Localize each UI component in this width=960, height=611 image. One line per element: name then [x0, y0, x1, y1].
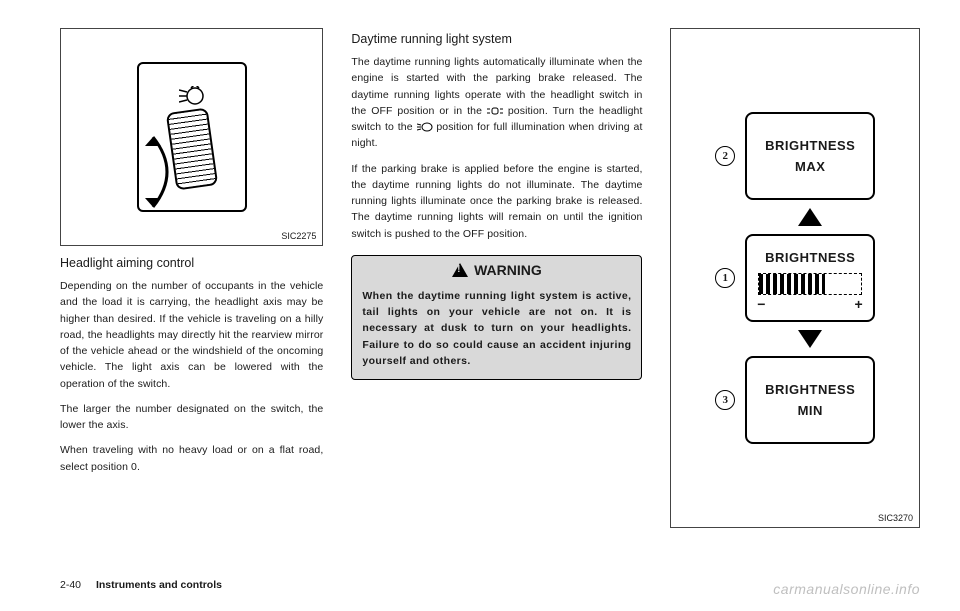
col2-para-1: The daytime running lights automatically… [351, 54, 642, 152]
brightness-gauge-display: BRIGHTNESS − + [745, 234, 875, 322]
col1-para-1: Depending on the number of occupants in … [60, 278, 323, 392]
brightness-label-3: BRIGHTNESS [765, 382, 855, 397]
plus-icon: + [855, 296, 864, 312]
column-3: 2 BRIGHTNESS MAX 1 BRIGHTNESS − + [670, 28, 920, 548]
headlight-switch-figure: SIC2275 [60, 28, 323, 246]
callout-2: 2 [715, 146, 735, 166]
callout-1: 1 [715, 268, 735, 288]
min-label: MIN [798, 403, 823, 418]
page-content: SIC2275 Headlight aiming control Dependi… [60, 28, 920, 548]
brightness-figure: 2 BRIGHTNESS MAX 1 BRIGHTNESS − + [670, 28, 920, 528]
brightness-label-2: BRIGHTNESS [765, 250, 855, 265]
brightness-min-display: BRIGHTNESS MIN [745, 356, 875, 444]
brightness-max-display: BRIGHTNESS MAX [745, 112, 875, 200]
warning-body: When the daytime running light system is… [352, 282, 641, 379]
arrow-up-wrap [768, 208, 822, 226]
figure-caption: SIC2275 [281, 231, 316, 241]
brightness-bar-gauge [758, 273, 862, 295]
col1-para-2: The larger the number designated on the … [60, 401, 323, 434]
warning-header: WARNING [352, 256, 641, 282]
column-1: SIC2275 Headlight aiming control Dependi… [60, 28, 323, 548]
minus-icon: − [757, 296, 766, 312]
section-name: Instruments and controls [96, 579, 222, 591]
col1-para-3: When traveling with no heavy load or on … [60, 442, 323, 475]
headlight-on-icon [417, 122, 433, 132]
column-2: Daytime running light system The daytime… [351, 28, 642, 548]
figure-caption-3: SIC3270 [878, 513, 913, 523]
brightness-max-row: 2 BRIGHTNESS MAX [715, 112, 875, 200]
brightness-label: BRIGHTNESS [765, 138, 855, 153]
brightness-bar-fill [759, 274, 824, 294]
warning-triangle-icon [452, 263, 468, 277]
rotation-arrow-icon [143, 122, 193, 222]
daytime-running-heading: Daytime running light system [351, 32, 642, 46]
max-label: MAX [795, 159, 825, 174]
col2-para-2: If the parking brake is applied before t… [351, 161, 642, 242]
arrow-down-wrap [768, 330, 822, 348]
page-number: 2-40 [60, 579, 81, 591]
arrow-down-icon [798, 330, 822, 348]
callout-3: 3 [715, 390, 735, 410]
page-footer: 2-40 Instruments and controls [60, 579, 222, 591]
arrow-up-icon [798, 208, 822, 226]
warning-title: WARNING [474, 262, 542, 278]
brightness-min-row: 3 BRIGHTNESS MIN [715, 356, 875, 444]
headlight-icon [179, 86, 205, 106]
headlight-aiming-heading: Headlight aiming control [60, 256, 323, 270]
brightness-gauge-row: 1 BRIGHTNESS − + [715, 234, 875, 322]
watermark: carmanualsonline.info [773, 581, 920, 597]
parking-light-icon [487, 106, 503, 116]
warning-box: WARNING When the daytime running light s… [351, 255, 642, 380]
